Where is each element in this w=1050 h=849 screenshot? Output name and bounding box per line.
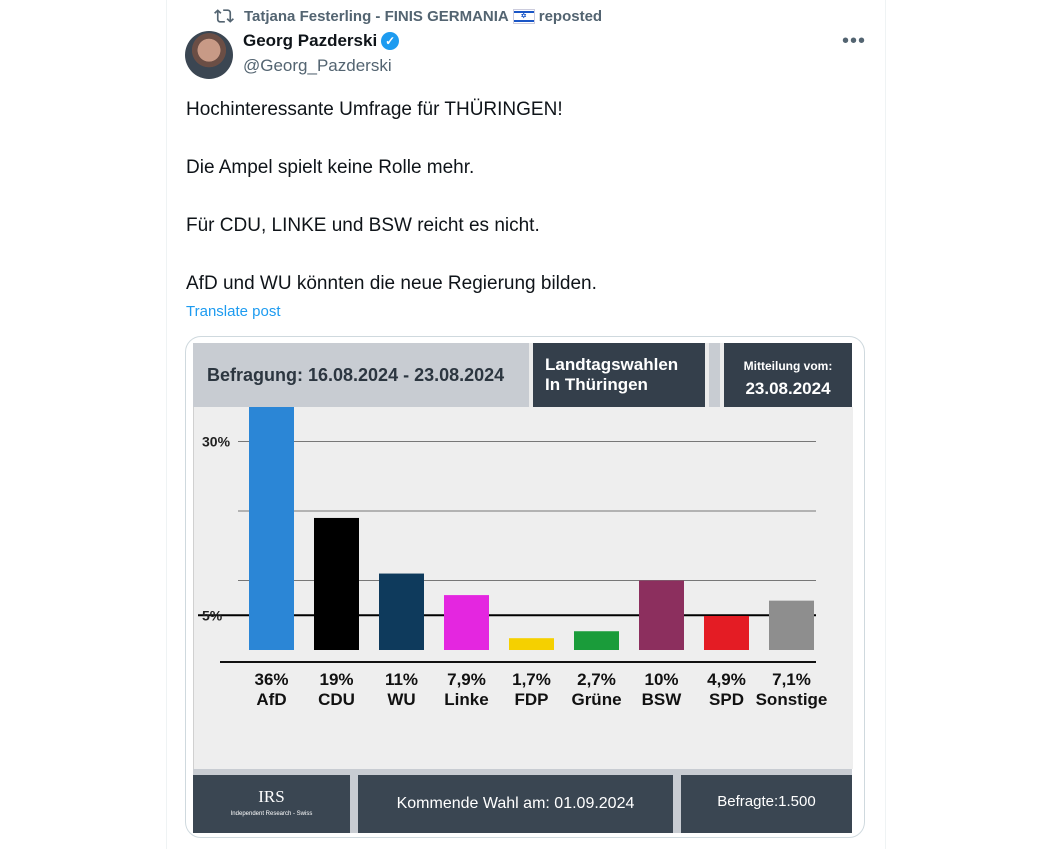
irs-logo-box: IRS Independent Research - Swiss xyxy=(193,775,350,833)
respondents: Befragte:1.500 xyxy=(681,775,852,833)
bar-chart-svg: 30% 5% 36%AfD 19%CDU 11%WU 7,9%Linke 1,7%FDP 2,… xyxy=(198,399,828,709)
bar xyxy=(704,615,749,650)
category-label: Linke xyxy=(444,690,488,709)
category-label: Sonstige xyxy=(756,690,828,709)
title-line2: In Thüringen xyxy=(545,375,648,394)
post-image[interactable]: Befragung: 16.08.2024 - 23.08.2024 Landt… xyxy=(185,336,865,838)
bar xyxy=(249,399,294,650)
verified-badge-icon: ✓ xyxy=(381,32,400,50)
bar xyxy=(769,600,814,650)
value-label: 7,1% xyxy=(772,670,811,689)
value-label: 11% xyxy=(385,670,418,689)
poll-graphic: Befragung: 16.08.2024 - 23.08.2024 Landt… xyxy=(193,343,853,833)
next-election: Kommende Wahl am: 01.09.2024 xyxy=(358,775,673,833)
post-line: Die Ampel spielt keine Rolle mehr. xyxy=(186,157,475,178)
repost-user[interactable]: Tatjana Festerling - FINIS GERMANIA xyxy=(244,7,509,25)
value-label: 1,7% xyxy=(512,670,551,689)
bar-chart: 30% 5% 36% AfD 19% CDU 11% WU 7,9% Linke 1,7% FDP 2,… xyxy=(193,399,853,769)
bar xyxy=(314,517,359,650)
category-label: WU xyxy=(387,690,415,709)
survey-period: Befragung: 16.08.2024 - 23.08.2024 xyxy=(207,365,505,385)
post-text: Hochinteressante Umfrage für THÜRINGEN! … xyxy=(186,98,856,330)
value-label: 10% xyxy=(644,670,678,689)
value-label: 2,7% xyxy=(577,670,616,689)
notice-date: 23.08.2024 xyxy=(745,379,831,398)
category-label: AfD xyxy=(256,690,286,709)
bar xyxy=(574,631,619,650)
category-label: FDP xyxy=(515,690,549,709)
author-name-row[interactable]: Georg Pazderski ✓ xyxy=(243,31,400,51)
author-handle[interactable]: @Georg_Pazderski xyxy=(243,56,392,75)
repost-icon xyxy=(214,9,234,23)
survey-period-box: Befragung: 16.08.2024 - 23.08.2024 xyxy=(193,343,529,407)
more-icon[interactable]: ••• xyxy=(842,30,867,52)
post-line: AfD und WU könnten die neue Regierung bi… xyxy=(186,273,597,294)
author-name[interactable]: Georg Pazderski xyxy=(243,31,378,50)
repost-indicator[interactable]: Tatjana Festerling - FINIS GERMANIA ✡ re… xyxy=(214,6,602,26)
y-tick-label: 30% xyxy=(202,434,231,450)
y-tick-label: 5% xyxy=(202,607,223,623)
value-label: 36% xyxy=(254,670,288,689)
avatar[interactable] xyxy=(185,31,233,79)
value-label: 4,9% xyxy=(707,670,746,689)
post-line: Hochinteressante Umfrage für THÜRINGEN! xyxy=(186,99,563,120)
notice-box: Mitteilung vom: 23.08.2024 xyxy=(724,343,852,407)
bar xyxy=(379,573,424,650)
bar xyxy=(444,595,489,650)
irs-logo-sub: Independent Research - Swiss xyxy=(230,811,313,817)
category-label: CDU xyxy=(318,690,355,709)
repost-label: reposted xyxy=(538,7,603,25)
translate-post-link[interactable]: Translate post xyxy=(186,303,281,320)
value-label: 19% xyxy=(319,670,353,689)
category-label: Grüne xyxy=(571,690,621,709)
timeline-column xyxy=(166,0,886,849)
title-box: Landtagswahlen In Thüringen xyxy=(533,343,705,407)
value-label: 7,9% xyxy=(447,670,486,689)
notice-label: Mitteilung vom: xyxy=(743,359,833,373)
israel-flag-icon: ✡ xyxy=(512,8,535,24)
bar xyxy=(509,638,554,650)
irs-logo: IRS xyxy=(258,787,285,806)
category-label: SPD xyxy=(709,690,744,709)
header-divider xyxy=(709,343,720,407)
category-label: BSW xyxy=(642,690,683,709)
post-line: Für CDU, LINKE und BSW reicht es nicht. xyxy=(186,215,540,236)
bar xyxy=(639,580,684,650)
title-line1: Landtagswahlen xyxy=(545,355,679,374)
